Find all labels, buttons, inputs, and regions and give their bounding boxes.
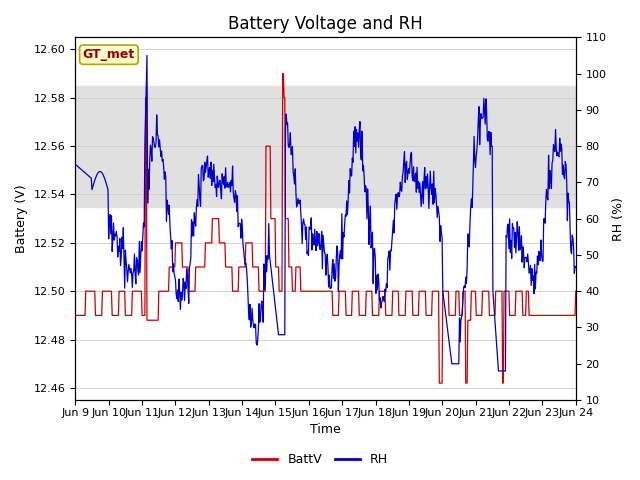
Text: GT_met: GT_met [83,48,135,61]
Bar [76,86,576,206]
X-axis label: Time: Time [310,423,341,436]
Legend: BattV, RH: BattV, RH [248,448,392,471]
Y-axis label: Battery (V): Battery (V) [15,184,28,253]
Y-axis label: RH (%): RH (%) [612,197,625,240]
Title: Battery Voltage and RH: Battery Voltage and RH [228,15,423,33]
